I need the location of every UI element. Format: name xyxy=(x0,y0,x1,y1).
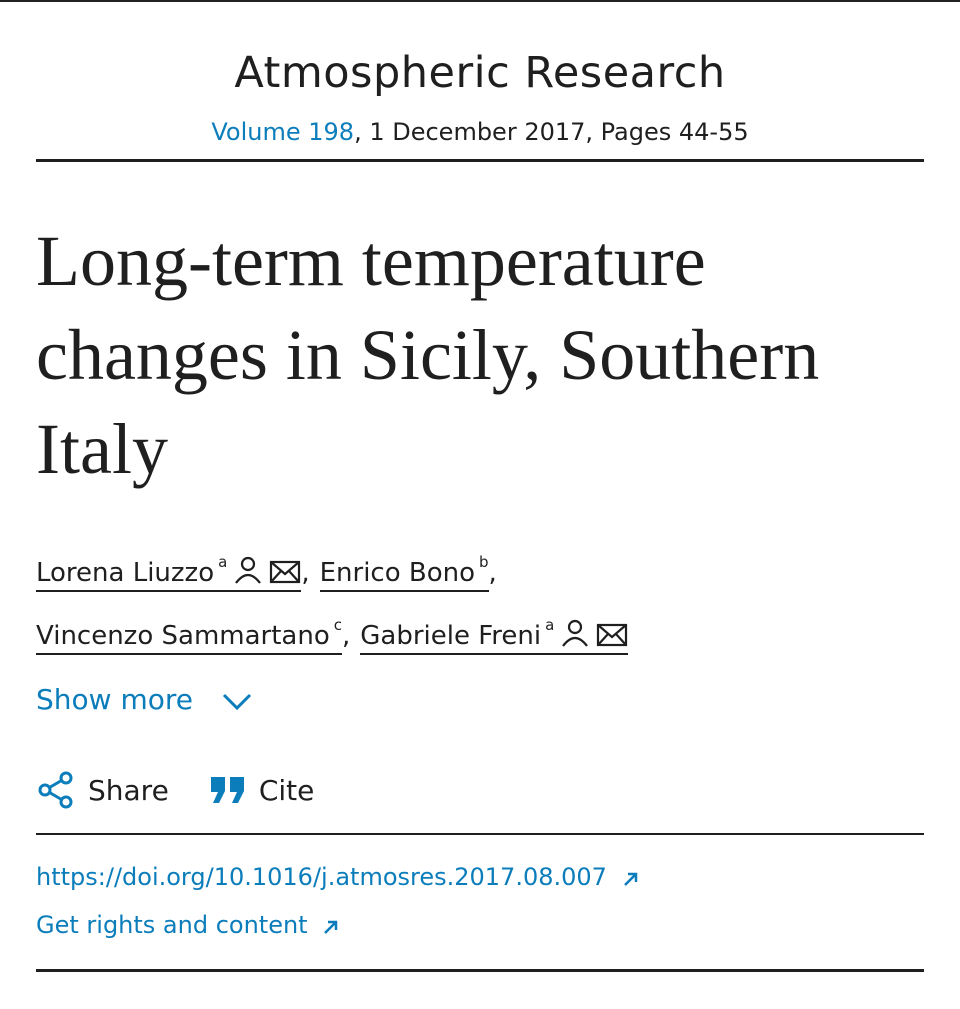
volume-link[interactable]: Volume 198 xyxy=(211,118,355,146)
doi-text: https://doi.org/10.1016/j.atmosres.2017.… xyxy=(36,863,607,891)
author-icon xyxy=(562,619,589,647)
email-icon xyxy=(597,623,628,647)
separator: , xyxy=(341,621,351,651)
author-name: Gabriele Freni xyxy=(360,621,542,651)
author-list: Lorena Liuzzo a, Enrico Bono b, Vincenzo Sam… xyxy=(36,536,924,662)
chevron-icon xyxy=(222,693,251,711)
cite-icon[interactable] xyxy=(209,775,247,805)
author-link[interactable]: Gabriele Freni a xyxy=(360,616,629,655)
affiliation: b xyxy=(479,553,489,571)
external-icon xyxy=(324,920,338,934)
rule xyxy=(36,159,924,162)
article-title: Long-term temperature changes in Sicily,… xyxy=(36,221,820,489)
rights-link[interactable]: Get rights and content xyxy=(36,911,341,939)
affiliation: c xyxy=(333,616,342,634)
author-icon xyxy=(235,556,262,584)
author-name: Enrico Bono xyxy=(319,558,476,588)
rights-text: Get rights and content xyxy=(36,911,308,939)
author-name: Vincenzo Sammartano xyxy=(36,621,330,651)
rule xyxy=(36,833,924,835)
separator: , xyxy=(301,558,310,588)
show-more[interactable]: Show more xyxy=(36,683,254,716)
share-label[interactable]: Share xyxy=(88,773,169,807)
rule xyxy=(36,969,924,972)
actions: Share Cite xyxy=(36,770,314,810)
issue-details: , 1 December 2017, Pages 44-55 xyxy=(354,118,749,146)
cite-label[interactable]: Cite xyxy=(258,773,315,807)
share-icon[interactable] xyxy=(36,770,76,810)
external-icon xyxy=(623,872,637,886)
email-icon xyxy=(270,560,301,584)
separator: , xyxy=(488,558,497,588)
show-more-label: Show more xyxy=(36,683,193,716)
author-link[interactable]: Vincenzo Sammartano c xyxy=(36,616,342,655)
journal-title[interactable]: Atmospheric Research xyxy=(234,48,726,98)
author-link[interactable]: Enrico Bono b xyxy=(319,553,489,592)
affiliation: a xyxy=(545,616,555,634)
author-link[interactable]: Lorena Liuzzo a xyxy=(36,553,302,592)
affiliation: a xyxy=(218,553,228,571)
issue-info: Volume 198, 1 December 2017, Pages 44-55 xyxy=(0,118,960,146)
doi-link[interactable]: https://doi.org/10.1016/j.atmosres.2017.… xyxy=(36,863,641,891)
author-name: Lorena Liuzzo xyxy=(36,558,215,588)
